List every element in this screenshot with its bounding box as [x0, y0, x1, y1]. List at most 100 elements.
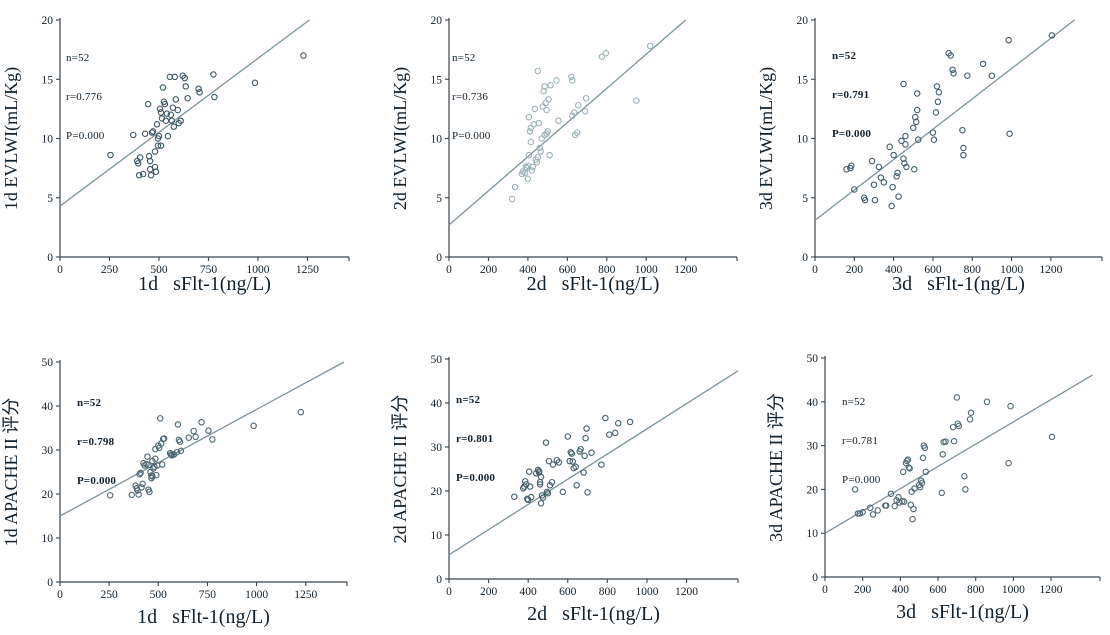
svg-text:30: 30	[807, 441, 819, 453]
svg-text:20: 20	[797, 15, 809, 27]
svg-text:0: 0	[436, 574, 442, 586]
r-value: r=0.736	[452, 91, 489, 103]
svg-text:10: 10	[431, 530, 443, 542]
svg-text:1000: 1000	[1000, 264, 1023, 276]
r-value: r=0.791	[832, 89, 870, 101]
p-value: P=0.000	[832, 128, 872, 140]
svg-text:800: 800	[967, 584, 985, 596]
r-value: r=0.781	[842, 435, 879, 447]
svg-text:800: 800	[598, 264, 616, 276]
scatter-plot-evlwi-1d: 0 5 10 15 20 0 250 500 750 1000 1250 1d EVLWI(mL/Kg…	[0, 0, 370, 310]
svg-text:5: 5	[436, 193, 442, 205]
x-axis-label: 2d sFlt-1(ng/L)	[526, 273, 660, 295]
p-value: P=0.000	[66, 130, 105, 142]
svg-text:400: 400	[519, 264, 537, 276]
x-axis-label: 3d sFlt-1(ng/L)	[896, 601, 1029, 623]
n-value: n=52	[832, 50, 857, 62]
svg-text:1200: 1200	[675, 586, 698, 598]
svg-text:3d EVLWI(mL/Kg): 3d EVLWI(mL/Kg)	[756, 67, 777, 210]
svg-text:2d APACHE II 评分: 2d APACHE II 评分	[390, 395, 410, 544]
n-value: n=52	[77, 397, 102, 409]
svg-text:10: 10	[42, 134, 54, 146]
svg-text:5: 5	[802, 193, 808, 205]
svg-text:50: 50	[42, 357, 54, 369]
svg-text:0: 0	[57, 264, 63, 276]
svg-text:500: 500	[150, 589, 168, 601]
r-value: r=0.798	[77, 436, 115, 448]
svg-text:600: 600	[559, 264, 577, 276]
stats-annotation: n=52 r=0.801 P=0.000	[456, 368, 495, 511]
svg-text:200: 200	[854, 584, 872, 596]
scatter-plot-apache-2d: 0 10 20 30 40 50 0 200 400 600 800 1000 1200 2d APACH…	[370, 325, 740, 635]
svg-text:600: 600	[559, 586, 577, 598]
svg-text:1d EVLWI(mL/Kg): 1d EVLWI(mL/Kg)	[1, 67, 22, 210]
svg-text:500: 500	[150, 264, 168, 276]
svg-text:10: 10	[42, 533, 54, 545]
stats-annotation: n=52 r=0.781 P=0.000	[842, 370, 880, 513]
stats-annotation: n=52 r=0.791 P=0.000	[832, 24, 871, 167]
svg-text:200: 200	[480, 586, 498, 598]
x-axis-label: 2d sFlt-1(ng/L)	[527, 603, 660, 625]
svg-text:0: 0	[446, 264, 452, 276]
x-axis-label: 3d sFlt-1(ng/L)	[892, 273, 1025, 295]
svg-text:1000: 1000	[246, 264, 269, 276]
svg-text:200: 200	[480, 264, 498, 276]
svg-text:40: 40	[431, 398, 443, 410]
svg-text:15: 15	[42, 74, 54, 86]
svg-text:1000: 1000	[245, 589, 268, 601]
svg-text:0: 0	[812, 264, 818, 276]
svg-text:2d EVLWI(mL/Kg): 2d EVLWI(mL/Kg)	[390, 67, 411, 210]
svg-text:10: 10	[797, 134, 809, 146]
scatter-plot-evlwi-3d: 0 5 10 15 20 0 200 400 600 800 1000 1200 3d EVLWI(mL…	[740, 0, 1110, 310]
svg-text:20: 20	[431, 486, 443, 498]
stats-annotation: n=52 r=0.776 P=0.000	[66, 26, 104, 169]
svg-text:0: 0	[802, 252, 808, 264]
svg-text:250: 250	[101, 264, 119, 276]
p-value: P=0.000	[452, 130, 491, 142]
svg-text:10: 10	[431, 134, 443, 146]
svg-text:50: 50	[807, 353, 819, 365]
svg-text:1000: 1000	[635, 586, 658, 598]
svg-text:20: 20	[42, 15, 54, 27]
scatter-plot-apache-3d-canvas: 0 10 20 30 40 50 0 200 400 600 800 1000 1200 3d APACH…	[766, 353, 1101, 596]
n-value: n=52	[456, 394, 481, 406]
svg-text:1250: 1250	[294, 589, 317, 601]
x-axis-label: 1d sFlt-1(ng/L)	[137, 606, 270, 628]
svg-text:20: 20	[431, 15, 443, 27]
svg-text:15: 15	[797, 74, 809, 86]
svg-text:30: 30	[42, 445, 54, 457]
r-value: r=0.776	[66, 91, 103, 103]
svg-text:0: 0	[822, 584, 828, 596]
svg-text:400: 400	[520, 586, 538, 598]
svg-text:1000: 1000	[1002, 584, 1025, 596]
scatter-plot-apache-3d: 0 10 20 30 40 50 0 200 400 600 800 1000 1200 3d APACH…	[740, 325, 1110, 635]
p-value: P=0.000	[456, 472, 496, 484]
x-axis-label: 1d sFlt-1(ng/L)	[138, 273, 271, 295]
svg-text:20: 20	[42, 489, 54, 501]
svg-text:40: 40	[807, 397, 819, 409]
p-value: P=0.000	[842, 474, 881, 486]
svg-text:30: 30	[431, 442, 443, 454]
svg-text:15: 15	[431, 74, 443, 86]
svg-text:50: 50	[431, 354, 443, 366]
svg-text:1000: 1000	[635, 264, 658, 276]
svg-text:10: 10	[807, 528, 819, 540]
svg-text:800: 800	[599, 586, 617, 598]
svg-text:0: 0	[47, 577, 53, 589]
svg-text:200: 200	[846, 264, 864, 276]
n-value: n=52	[452, 52, 476, 64]
svg-text:400: 400	[892, 584, 910, 596]
scatter-plot-evlwi-1d-canvas: 0 5 10 15 20 0 250 500 750 1000 1250 1d EVLWI(mL/Kg…	[1, 15, 350, 276]
svg-text:20: 20	[807, 484, 819, 496]
svg-text:1200: 1200	[1039, 264, 1062, 276]
svg-text:3d APACHE II 评分: 3d APACHE II 评分	[766, 393, 786, 542]
svg-text:600: 600	[929, 584, 947, 596]
svg-text:600: 600	[924, 264, 942, 276]
n-value: n=52	[842, 396, 866, 408]
p-value: P=0.000	[77, 475, 117, 487]
svg-text:40: 40	[42, 401, 54, 413]
